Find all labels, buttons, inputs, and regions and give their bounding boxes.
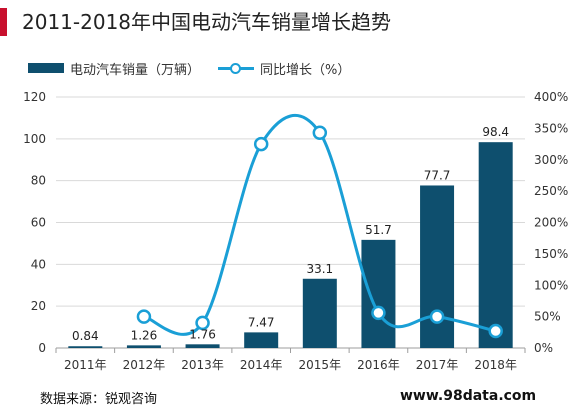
source-note: 数据来源：锐观咨询 (40, 392, 158, 407)
bar-value-label: 33.1 (306, 262, 333, 276)
bar (126, 345, 161, 348)
y-tick-right: 250% (534, 184, 568, 198)
chart-title: 2011-2018年中国电动汽车销量增长趋势 (22, 10, 392, 34)
legend-line-marker (230, 63, 242, 74)
y-tick-right: 350% (534, 121, 568, 135)
x-tick-label: 2011年 (64, 358, 107, 372)
y-tick-right: 50% (534, 310, 561, 324)
x-tick-label: 2017年 (416, 358, 459, 372)
bar (185, 344, 220, 348)
bar (244, 332, 279, 348)
title-accent-bar (0, 8, 7, 36)
legend-item-sales: 电动汽车销量（万辆） (28, 59, 200, 78)
x-tick-label: 2014年 (240, 358, 283, 372)
growth-point (371, 305, 386, 321)
watermark: www.98data.com (400, 388, 537, 404)
y-tick-left: 120 (23, 90, 46, 104)
bar-value-label: 51.7 (365, 223, 392, 237)
x-tick-label: 2016年 (357, 358, 400, 372)
legend-item-growth: 同比增长（%） (218, 59, 350, 78)
y-tick-left: 60 (31, 216, 46, 230)
y-tick-left: 80 (31, 174, 46, 188)
bar (361, 239, 396, 348)
legend-label-growth: 同比增长（%） (260, 62, 351, 78)
bar-value-label: 77.7 (424, 168, 451, 182)
y-tick-right: 0% (534, 341, 553, 355)
y-tick-left: 0 (38, 341, 46, 355)
y-tick-right: 200% (534, 216, 568, 230)
y-tick-left: 20 (31, 299, 46, 313)
bar (302, 278, 337, 348)
legend-line-swatch (218, 61, 255, 75)
y-tick-right: 100% (534, 278, 568, 292)
bar-value-label: 7.47 (248, 315, 275, 329)
legend-label-sales: 电动汽车销量（万辆） (70, 62, 201, 78)
bar-value-label: 98.4 (482, 125, 509, 139)
bar-value-label: 1.26 (131, 328, 158, 342)
bar (68, 346, 103, 348)
y-tick-right: 150% (534, 247, 568, 261)
bar-value-label: 1.76 (189, 327, 216, 341)
growth-point (136, 309, 152, 324)
x-tick-label: 2015年 (299, 358, 342, 372)
x-tick-label: 2018年 (474, 358, 517, 372)
y-tick-left: 40 (31, 257, 46, 271)
bar (478, 142, 513, 348)
growth-point (429, 309, 445, 324)
x-tick-label: 2012年 (123, 358, 166, 372)
y-tick-left: 100 (23, 132, 46, 146)
growth-point (253, 136, 269, 152)
bar-value-label: 0.84 (72, 329, 99, 343)
growth-point (488, 323, 503, 339)
legend-bar-swatch (28, 63, 64, 73)
y-tick-right: 400% (534, 90, 568, 104)
x-tick-label: 2013年 (181, 358, 224, 372)
legend: 电动汽车销量（万辆） 同比增长（%） (28, 58, 368, 78)
growth-point (195, 315, 210, 331)
growth-point (312, 125, 328, 141)
y-tick-right: 300% (534, 153, 568, 167)
